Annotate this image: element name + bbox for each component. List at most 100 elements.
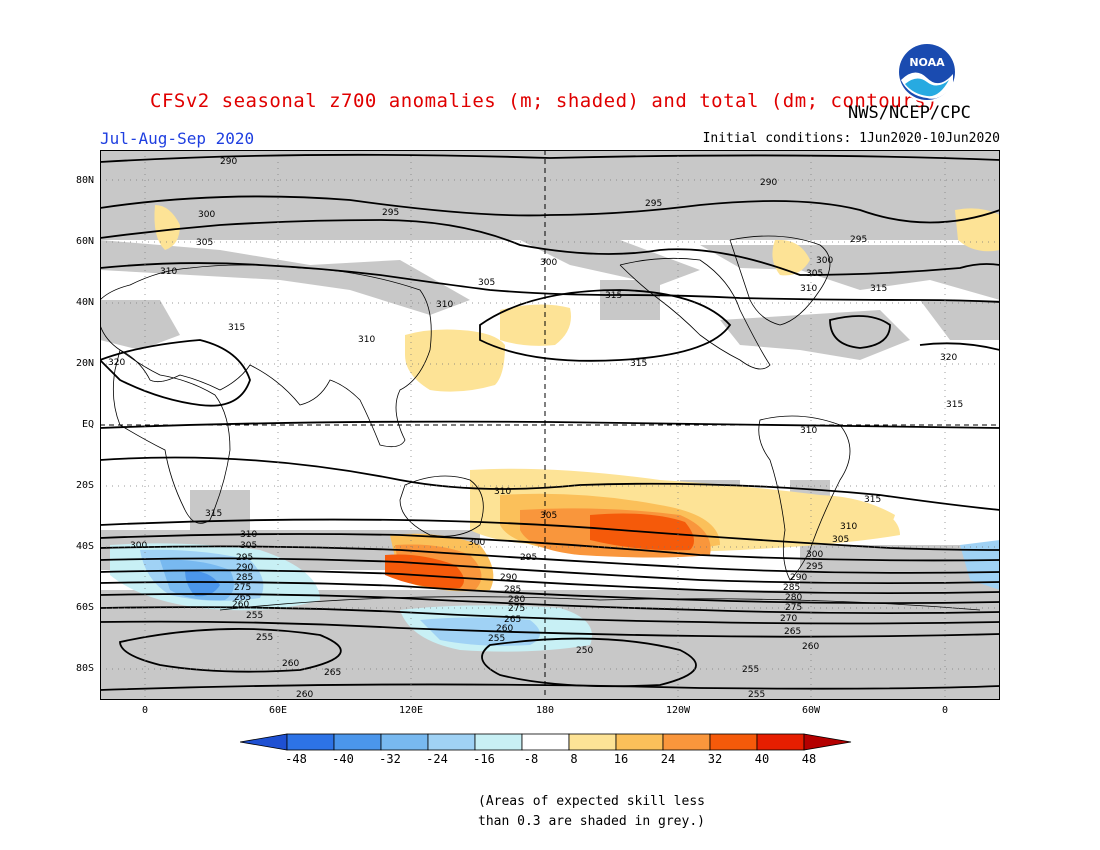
colorbar-cell [521, 733, 570, 751]
svg-text:295: 295 [806, 562, 823, 572]
svg-text:310: 310 [494, 487, 511, 497]
svg-text:290: 290 [220, 157, 237, 167]
svg-text:315: 315 [946, 400, 963, 410]
svg-text:255: 255 [742, 665, 759, 675]
svg-text:320: 320 [940, 353, 957, 363]
colorbar-label: -40 [332, 752, 354, 766]
colorbar-label: -24 [426, 752, 448, 766]
svg-text:265: 265 [324, 668, 341, 678]
colorbar-label: 16 [613, 752, 629, 766]
colorbar-cell [427, 733, 476, 751]
svg-text:255: 255 [246, 611, 263, 621]
lon-label-120w: 120W [665, 705, 691, 716]
svg-text:320: 320 [108, 358, 125, 368]
lon-label-180: 180 [535, 705, 555, 716]
colorbar-label: -48 [285, 752, 307, 766]
skill-footnote-line1: (Areas of expected skill less [478, 794, 705, 809]
lon-label-0: 0 [141, 705, 149, 716]
colorbar-label: 40 [754, 752, 770, 766]
total-height-contours [100, 153, 1000, 691]
colorbar-cell [286, 733, 335, 751]
colorbar-cell [380, 733, 429, 751]
svg-text:275: 275 [508, 604, 525, 614]
svg-text:315: 315 [605, 291, 622, 301]
lat-label-40s: 40S [75, 541, 94, 552]
svg-text:270: 270 [780, 614, 797, 624]
colorbar-cell [474, 733, 523, 751]
svg-text:295: 295 [850, 235, 867, 245]
lat-label-80n: 80N [75, 175, 94, 186]
colorbar-cell [333, 733, 382, 751]
initial-conditions: Initial conditions: 1Jun2020-10Jun2020 [702, 131, 1000, 146]
lat-label-20n: 20N [75, 358, 94, 369]
svg-text:260: 260 [496, 624, 513, 634]
svg-text:290: 290 [236, 563, 253, 573]
colorbar-cell [568, 733, 617, 751]
svg-text:265: 265 [784, 627, 801, 637]
colorbar-cell [709, 733, 758, 751]
svg-text:305: 305 [806, 269, 823, 279]
svg-text:260: 260 [802, 642, 819, 652]
anomaly-colorbar [240, 733, 852, 751]
svg-text:300: 300 [816, 256, 833, 266]
lat-label-60s: 60S [75, 602, 94, 613]
svg-text:280: 280 [508, 595, 525, 605]
svg-text:260: 260 [232, 600, 249, 610]
svg-text:250: 250 [576, 646, 593, 656]
map-panel: 290 290 300 305 310 315 320 295 295 295 … [100, 150, 1000, 700]
svg-text:310: 310 [436, 300, 453, 310]
svg-text:260: 260 [296, 690, 313, 700]
colorbar-label: 48 [801, 752, 817, 766]
skill-footnote-line2: than 0.3 are shaded in grey.) [478, 814, 705, 829]
svg-text:255: 255 [488, 634, 505, 644]
svg-text:295: 295 [520, 553, 537, 563]
z700-anomaly-map: 290 290 300 305 310 315 320 295 295 295 … [100, 150, 1000, 700]
svg-text:255: 255 [748, 690, 765, 700]
colorbar-cell [756, 733, 805, 751]
positive-anomaly-shading [154, 205, 1000, 592]
svg-text:310: 310 [160, 267, 177, 277]
svg-text:275: 275 [785, 603, 802, 613]
forecast-period: Jul-Aug-Sep 2020 [100, 129, 255, 148]
svg-text:295: 295 [645, 199, 662, 209]
svg-text:290: 290 [760, 178, 777, 188]
svg-text:285: 285 [504, 585, 521, 595]
lat-label-20s: 20S [75, 480, 94, 491]
svg-text:305: 305 [540, 511, 557, 521]
lon-label-60w: 60W [801, 705, 821, 716]
svg-text:305: 305 [478, 278, 495, 288]
svg-text:265: 265 [234, 593, 251, 603]
svg-text:305: 305 [196, 238, 213, 248]
svg-text:300: 300 [540, 258, 557, 268]
map-title: CFSv2 seasonal z700 anomalies (m; shaded… [150, 90, 938, 112]
svg-text:260: 260 [282, 659, 299, 669]
svg-text:315: 315 [228, 323, 245, 333]
logo-text: NOAA [909, 56, 945, 69]
lon-label-0-east: 0 [941, 705, 949, 716]
svg-text:305: 305 [832, 535, 849, 545]
svg-text:290: 290 [500, 573, 517, 583]
lon-label-120e: 120E [398, 705, 424, 716]
colorbar-cell [240, 733, 288, 751]
colorbar-label: 8 [570, 752, 578, 766]
colorbar-label: -8 [523, 752, 539, 766]
skill-footnote: (Areas of expected skill less than 0.3 a… [478, 792, 705, 832]
lat-label-60n: 60N [75, 236, 94, 247]
svg-text:300: 300 [806, 550, 823, 560]
grid-lines [100, 150, 1000, 700]
colorbar-label: -32 [379, 752, 401, 766]
svg-text:315: 315 [205, 509, 222, 519]
agency-label: NWS/NCEP/CPC [848, 103, 971, 123]
svg-text:315: 315 [864, 495, 881, 505]
svg-text:295: 295 [382, 208, 399, 218]
map-frame [100, 150, 1000, 700]
svg-text:295: 295 [236, 553, 253, 563]
svg-text:310: 310 [240, 530, 257, 540]
colorbar-cell [803, 733, 852, 751]
svg-text:300: 300 [468, 538, 485, 548]
svg-text:300: 300 [198, 210, 215, 220]
colorbar-label: -16 [473, 752, 495, 766]
svg-text:275: 275 [234, 583, 251, 593]
lat-label-40n: 40N [75, 297, 94, 308]
svg-text:305: 305 [240, 541, 257, 551]
